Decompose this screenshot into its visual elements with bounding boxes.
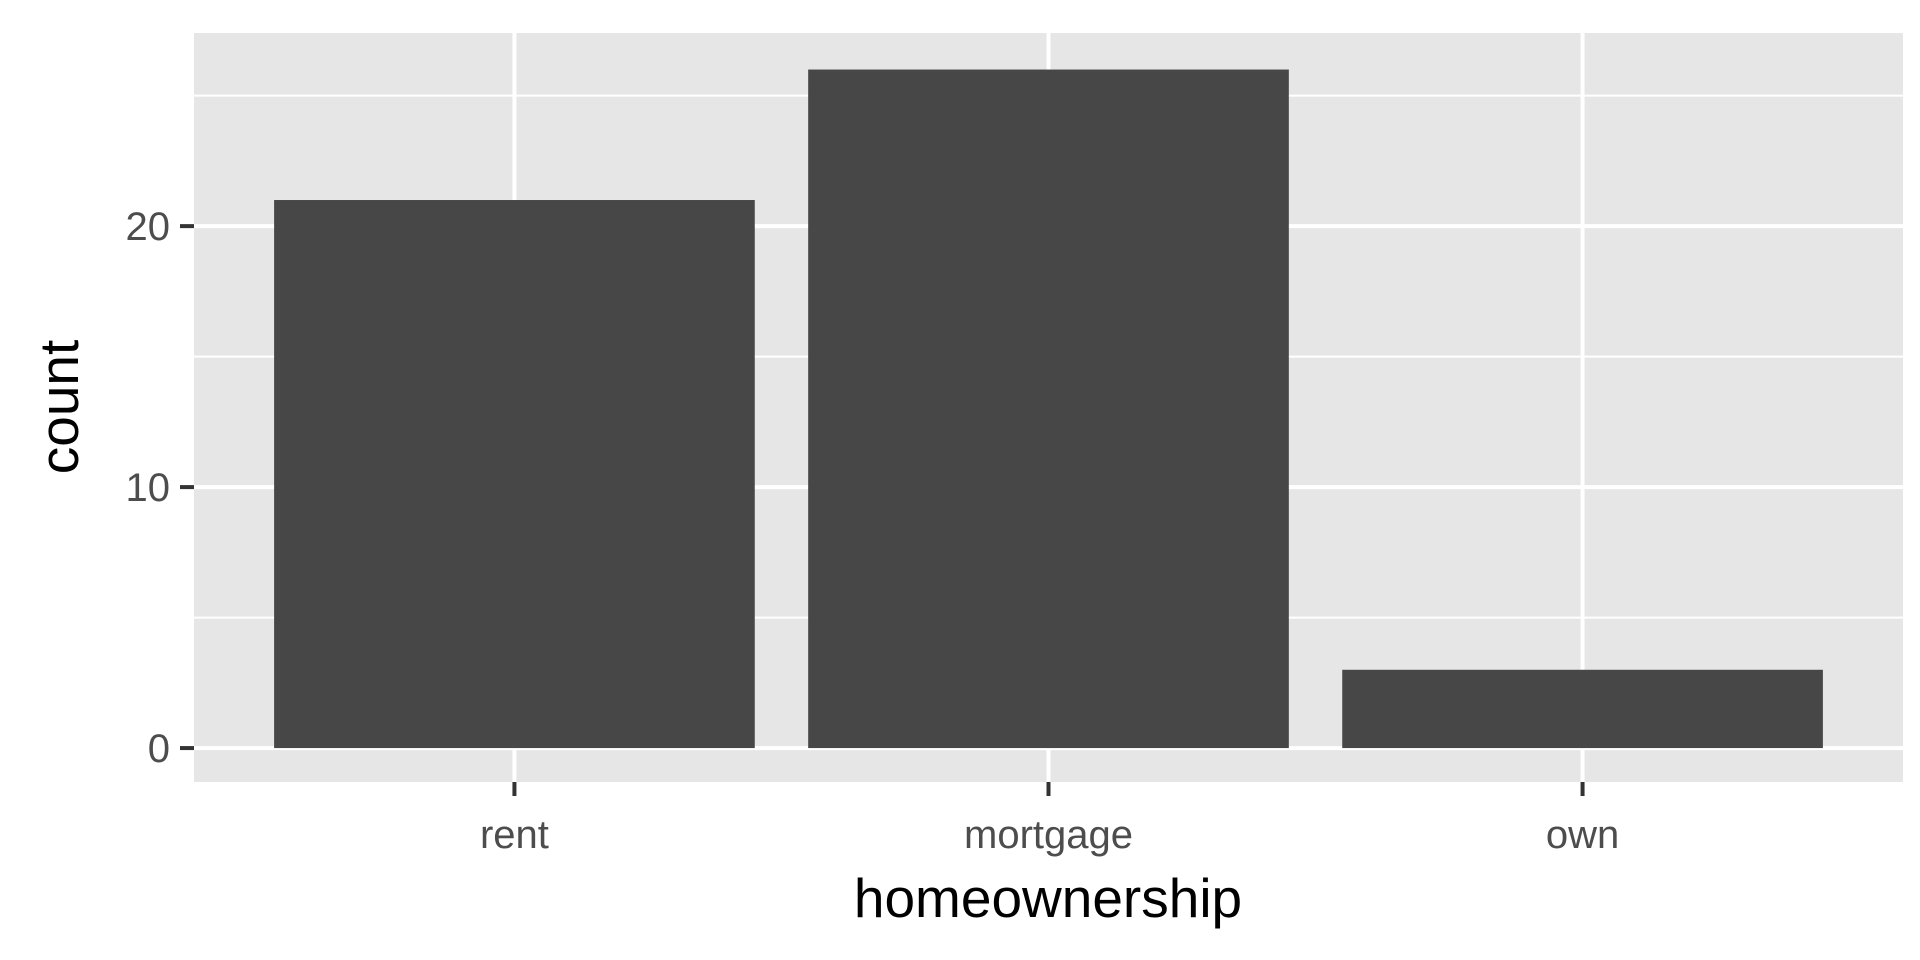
x-tick-label: mortgage (964, 813, 1133, 857)
y-axis-title: count (28, 340, 90, 475)
y-axis: 0 10 20 (126, 205, 194, 771)
bar-mortgage (808, 69, 1289, 749)
y-tick-label: 20 (126, 205, 171, 249)
x-axis: rent mortgage own (480, 782, 1619, 857)
y-tick-label: 0 (148, 727, 170, 771)
bar-rent (274, 200, 755, 749)
x-tick-label: own (1546, 813, 1619, 857)
x-tick-label: rent (480, 813, 549, 857)
x-axis-title: homeownership (854, 867, 1242, 929)
bar-own (1342, 669, 1823, 749)
y-tick-label: 10 (126, 466, 171, 510)
bars (274, 69, 1823, 749)
